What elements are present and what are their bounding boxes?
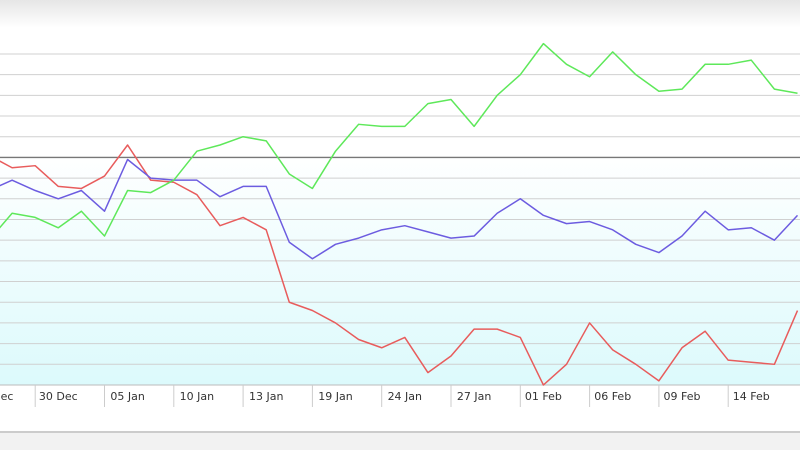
x-tick-label: 14 Feb [733,390,770,403]
plot-lines [0,42,799,386]
series-line [0,42,798,237]
x-tick-label: 13 Jan [249,390,283,403]
x-tick-label: 27 Jan [457,390,491,403]
bottom-strip [0,433,800,450]
x-tick-label: 01 Feb [525,390,562,403]
x-axis-band [0,385,800,407]
series-line [0,144,799,386]
footer [0,407,800,432]
x-tick-label: 19 Jan [318,390,352,403]
top-bar [0,0,800,28]
x-tick-label: 24 Jan [388,390,422,403]
x-tick-label: 06 Feb [594,390,631,403]
x-tick-label: 09 Feb [664,390,701,403]
x-tick-label: 10 Jan [180,390,214,403]
plot-background [0,28,800,385]
x-tick-label: 05 Jan [110,390,144,403]
series-line [0,158,799,260]
x-tick-label: ec [1,390,14,403]
x-tick-label: 30 Dec [39,390,78,403]
